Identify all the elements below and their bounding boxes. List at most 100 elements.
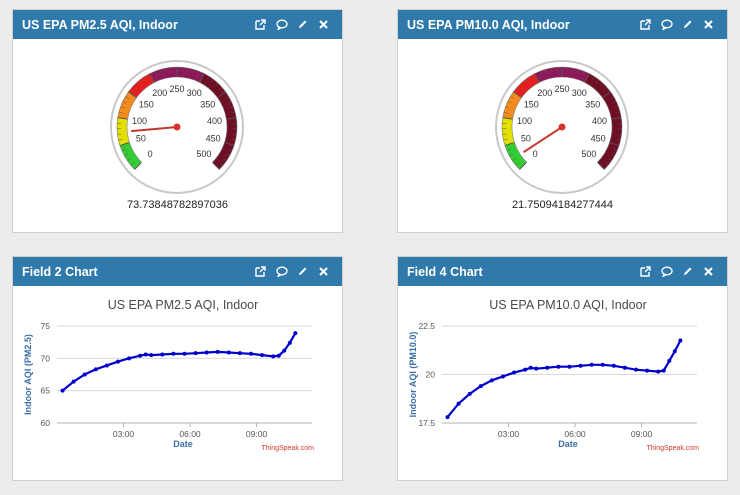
close-icon[interactable] xyxy=(313,10,334,39)
comment-icon[interactable] xyxy=(271,10,292,39)
close-icon[interactable] xyxy=(698,10,719,39)
gauge-tick xyxy=(127,158,131,161)
popout-icon[interactable] xyxy=(250,10,271,39)
gauge-tick xyxy=(505,106,510,109)
gauge-tick xyxy=(610,142,620,147)
y-tick-label: 60 xyxy=(41,418,51,428)
gauge-tick xyxy=(219,162,224,166)
popout-icon[interactable] xyxy=(635,10,656,39)
data-point xyxy=(512,370,517,375)
gauge-tick xyxy=(124,153,129,157)
gauge-tick-label: 200 xyxy=(537,88,552,98)
data-point xyxy=(127,356,132,361)
gauge-tick-label: 0 xyxy=(148,149,153,159)
gauge-tick xyxy=(597,162,605,170)
gauge-tick xyxy=(232,133,237,135)
gauge-tick-label: 450 xyxy=(206,134,221,144)
data-point xyxy=(193,351,198,356)
data-point xyxy=(282,348,287,353)
data-point xyxy=(237,351,242,356)
gauge-tick xyxy=(603,87,608,91)
widget-header: Field 2 Chart xyxy=(13,257,342,286)
chart-title: US EPA PM2.5 AQI, Indoor xyxy=(108,298,259,312)
gauge-tick xyxy=(550,68,552,73)
gauge-tick xyxy=(516,87,521,91)
close-icon[interactable] xyxy=(698,257,719,286)
data-point xyxy=(672,349,677,354)
gauge-tick-label: 450 xyxy=(591,134,606,144)
chart-widget-field4: Field 4 Chart US EPA PM10.0 AQI, Indoor 2… xyxy=(397,256,728,481)
gauge-tick xyxy=(199,73,205,82)
gauge-tick xyxy=(135,83,139,87)
gauge-tick xyxy=(610,153,615,157)
gauge-tick xyxy=(211,79,214,83)
gauge-tick-label: 400 xyxy=(592,116,607,126)
data-point xyxy=(104,363,109,368)
edit-pencil-icon[interactable] xyxy=(677,10,698,39)
gauge-tick-label: 350 xyxy=(585,100,600,110)
popout-icon[interactable] xyxy=(635,257,656,286)
edit-pencil-icon[interactable] xyxy=(292,257,313,286)
gauge-tick xyxy=(149,73,155,82)
x-tick-label: 06:00 xyxy=(179,429,201,439)
x-axis-label: Date xyxy=(558,439,578,449)
gauge-tick xyxy=(604,162,609,166)
gauge-tick xyxy=(131,87,136,91)
data-point xyxy=(645,368,650,373)
gauge-tick xyxy=(212,162,220,170)
data-point xyxy=(149,353,154,358)
gauge-tick xyxy=(192,69,194,74)
series-line xyxy=(61,332,297,392)
gauge-tick xyxy=(206,76,210,80)
gauge-tick xyxy=(510,96,514,99)
gauge-tick-label: 0 xyxy=(533,149,538,159)
data-point xyxy=(656,369,661,374)
data-point xyxy=(143,352,148,357)
edit-pencil-icon[interactable] xyxy=(292,10,313,39)
data-point xyxy=(287,340,292,345)
gauge-tick xyxy=(231,138,236,141)
gauge-tick xyxy=(165,68,167,73)
data-point xyxy=(678,338,683,343)
gauge-tick-label: 150 xyxy=(524,100,539,110)
data-point xyxy=(71,379,76,384)
y-tick-label: 17.5 xyxy=(418,418,435,428)
data-point xyxy=(634,367,639,372)
chart-title: US EPA PM10.0 AQI, Indoor xyxy=(489,298,647,312)
gauge-tick-label: 300 xyxy=(187,88,202,98)
data-point xyxy=(60,388,65,393)
gauge-tick xyxy=(596,79,599,83)
x-axis-label: Date xyxy=(173,439,193,449)
x-tick-label: 09:00 xyxy=(631,429,653,439)
gauge-tick xyxy=(502,117,512,120)
gauge-tick xyxy=(614,106,619,109)
data-point xyxy=(276,353,281,358)
popout-icon[interactable] xyxy=(250,257,271,286)
edit-pencil-icon[interactable] xyxy=(677,257,698,286)
gauge-tick-label: 500 xyxy=(581,149,596,159)
chart-widget-field2: Field 2 Chart US EPA PM2.5 AQI, Indoor 75… xyxy=(12,256,343,481)
gauge-tick xyxy=(118,138,123,141)
data-point xyxy=(445,415,450,420)
gauge-tick-label: 200 xyxy=(152,88,167,98)
gauge-tick xyxy=(119,142,129,147)
gauge-tick xyxy=(502,133,507,135)
gauge-tick xyxy=(120,106,125,109)
data-point xyxy=(478,384,483,389)
comment-icon[interactable] xyxy=(271,257,292,286)
comment-icon[interactable] xyxy=(656,10,677,39)
data-point xyxy=(160,352,165,357)
gauge-tick-label: 500 xyxy=(196,149,211,159)
gauge-tick xyxy=(231,111,236,114)
data-point xyxy=(556,364,561,369)
widget-title: Field 4 Chart xyxy=(407,264,483,279)
gauge-tick xyxy=(616,111,621,114)
gauge-tick xyxy=(613,149,618,152)
data-point xyxy=(661,368,666,373)
comment-icon[interactable] xyxy=(656,257,677,286)
gauge-tick xyxy=(515,162,520,166)
close-icon[interactable] xyxy=(313,257,334,286)
gauge-needle-hub xyxy=(173,123,181,131)
gauge-tick-label: 400 xyxy=(207,116,222,126)
gauge-tick xyxy=(197,71,200,76)
